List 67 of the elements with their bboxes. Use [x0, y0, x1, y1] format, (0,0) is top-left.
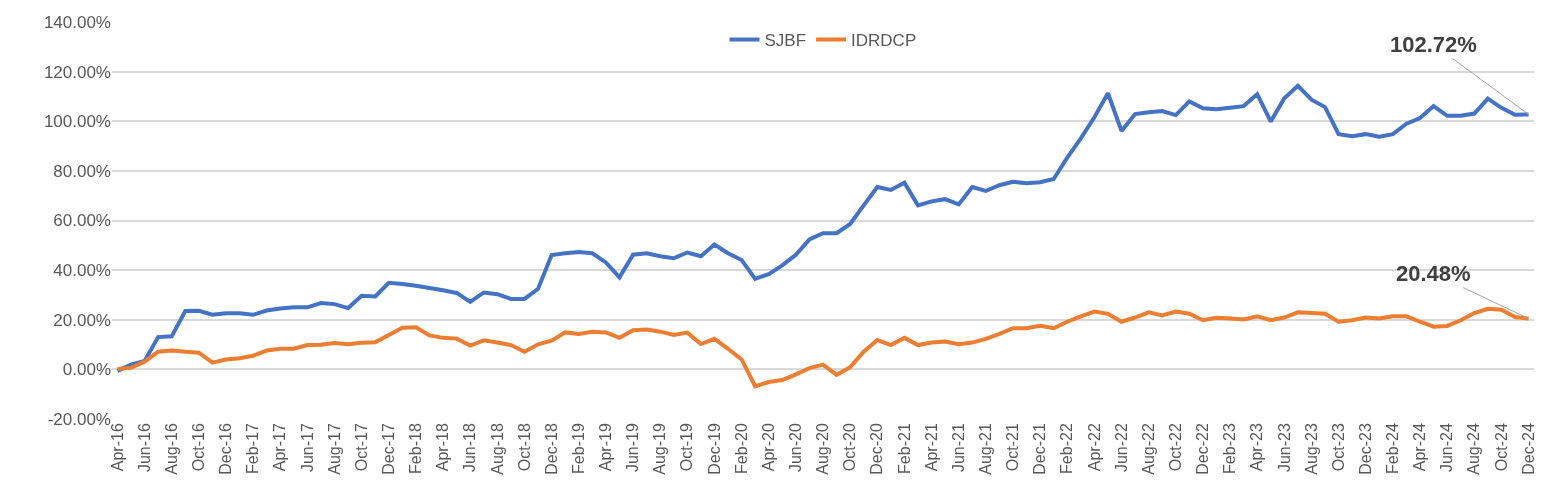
x-tick-label: Apr-20	[759, 423, 777, 472]
x-tick-label: Dec-22	[1194, 423, 1212, 475]
x-tick-label: Feb-24	[1384, 423, 1402, 474]
x-tick-label: Oct-23	[1329, 423, 1347, 472]
legend-label: SJBF	[764, 31, 807, 51]
x-tick-label: Jun-19	[624, 423, 642, 473]
line-series	[115, 83, 1531, 373]
y-tick-label: -20.00%	[47, 409, 111, 429]
line-series	[115, 306, 1531, 389]
x-tick-label: Dec-21	[1031, 423, 1049, 475]
x-tick-label: Dec-19	[705, 423, 723, 475]
x-tick-label: Jun-21	[949, 423, 967, 473]
x-tick-label: Aug-23	[1302, 423, 1320, 475]
x-tick-label: Oct-20	[841, 423, 859, 472]
x-tick-label: Feb-19	[569, 423, 587, 474]
x-tick-label: Oct-18	[515, 423, 533, 472]
x-tick-label: Jun-16	[135, 423, 153, 473]
x-tick-label: Feb-20	[732, 423, 750, 474]
x-tick-label: Jun-20	[787, 423, 805, 473]
y-tick-label: 100.00%	[43, 112, 111, 132]
x-tick-label: Feb-18	[407, 423, 425, 474]
x-tick-label: Dec-23	[1356, 423, 1374, 475]
y-tick-label: 20.00%	[53, 310, 111, 330]
x-tick-label: Apr-17	[271, 423, 289, 472]
x-tick-label: Apr-19	[597, 423, 615, 472]
x-tick-label: Apr-23	[1248, 423, 1266, 472]
x-tick-label: Oct-17	[352, 423, 370, 472]
x-tick-label: Oct-22	[1166, 423, 1184, 472]
x-tick-label: Apr-21	[922, 423, 940, 472]
x-tick-label: Aug-17	[325, 423, 343, 475]
x-tick-label: Dec-20	[868, 423, 886, 475]
y-tick-label: 60.00%	[53, 211, 111, 231]
x-tick-label: Apr-22	[1085, 423, 1103, 472]
x-tick-label: Jun-22	[1112, 423, 1130, 473]
x-tick-label: Feb-17	[244, 423, 262, 474]
x-tick-label: Apr-18	[434, 423, 452, 472]
x-tick-label: Jun-18	[461, 423, 479, 473]
x-tick-label: Jun-23	[1275, 423, 1293, 473]
x-tick-label: Oct-21	[1004, 423, 1022, 472]
x-tick-label: Dec-18	[542, 423, 560, 475]
annotation: 20.48%	[1396, 261, 1471, 286]
y-tick-label: 80.00%	[53, 161, 111, 181]
x-tick-label: Feb-21	[895, 423, 913, 474]
x-tick-label: Dec-17	[380, 423, 397, 475]
x-tick-label: Oct-24	[1492, 423, 1510, 472]
x-tick-label: Feb-23	[1221, 423, 1239, 474]
x-tick-label: Dec-24	[1519, 423, 1537, 475]
annotation: 102.72%	[1390, 32, 1477, 57]
x-tick-label: Aug-24	[1465, 423, 1483, 475]
y-tick-label: 140.00%	[43, 12, 111, 32]
x-tick-label: Aug-18	[488, 423, 506, 475]
x-tick-label: Aug-21	[977, 423, 995, 475]
x-tick-label: Feb-22	[1058, 423, 1076, 474]
x-tick-label: Aug-16	[162, 423, 180, 475]
x-tick-label: Aug-22	[1139, 423, 1157, 475]
y-tick-label: 0.00%	[62, 360, 111, 380]
x-tick-label: Oct-19	[678, 423, 696, 472]
y-tick-label: 40.00%	[53, 261, 111, 281]
x-tick-label: Jun-17	[298, 423, 316, 473]
x-tick-label: Dec-16	[217, 423, 235, 475]
x-tick-label: Apr-24	[1411, 423, 1429, 472]
legend-label: IDRDCP	[851, 31, 917, 51]
x-tick-label: Oct-16	[190, 423, 208, 472]
x-tick-label: Aug-20	[814, 423, 832, 475]
y-tick-label: 120.00%	[43, 62, 111, 82]
x-tick-label: Jun-24	[1438, 423, 1456, 473]
x-tick-label: Aug-19	[651, 423, 669, 475]
